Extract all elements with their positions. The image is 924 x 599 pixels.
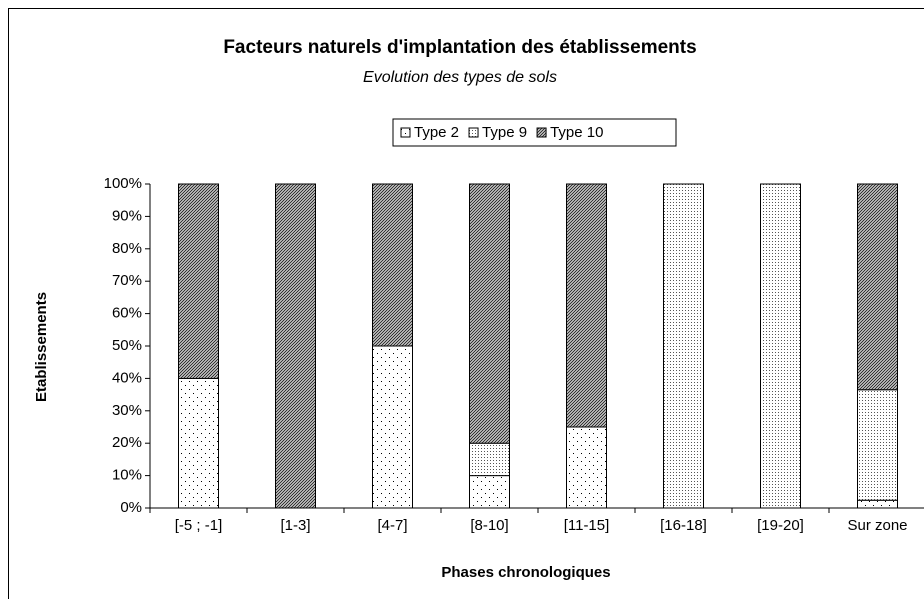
legend-swatch [400, 127, 411, 138]
bar-segment [566, 183, 607, 428]
x-tick-label: Sur zone [847, 517, 907, 534]
bar-segment [663, 183, 704, 509]
bar-segment [372, 183, 413, 347]
y-tick-label: 0% [120, 499, 142, 516]
x-tick-label: [19-20] [757, 517, 804, 534]
y-tick-label: 70% [112, 272, 142, 289]
y-tick-label: 40% [112, 369, 142, 386]
bar-segment [566, 426, 607, 509]
y-tick-label: 90% [112, 207, 142, 224]
bar-segment [469, 475, 510, 509]
bar-segment [469, 183, 510, 444]
y-tick-label: 60% [112, 305, 142, 322]
y-tick-label: 30% [112, 402, 142, 419]
y-tick-label: 10% [112, 467, 142, 484]
legend-swatch [536, 127, 547, 138]
y-tick-label: 20% [112, 434, 142, 451]
y-tick-label: 80% [112, 240, 142, 257]
x-tick-label: [-5 ; -1] [175, 517, 223, 534]
x-tick-label: [1-3] [280, 517, 310, 534]
bar-segment [178, 183, 219, 379]
chart-title: Facteurs naturels d'implantation des éta… [223, 37, 696, 58]
bar-segment [857, 389, 898, 501]
legend-swatch [468, 127, 479, 138]
legend-label: Type 10 [550, 124, 603, 141]
legend-box [392, 118, 677, 147]
legend-label: Type 2 [414, 124, 459, 141]
bar-segment [275, 183, 316, 509]
bar-segment [760, 183, 801, 509]
bar-segment [178, 377, 219, 509]
x-tick-label: [16-18] [660, 517, 707, 534]
bar-segment [857, 183, 898, 391]
y-tick-label: 100% [104, 175, 142, 192]
bar-segment [857, 499, 898, 509]
x-tick-label: [11-15] [564, 517, 610, 534]
y-tick-label: 50% [112, 337, 142, 354]
x-tick-label: [8-10] [470, 517, 508, 534]
x-axis-label: Phases chronologiques [441, 564, 610, 581]
bar-segment [469, 442, 510, 477]
legend-label: Type 9 [482, 124, 527, 141]
y-axis-label: Etablissements [33, 292, 50, 402]
x-tick-label: [4-7] [377, 517, 407, 534]
bar-segment [372, 345, 413, 509]
chart-subtitle: Evolution des types de sols [363, 69, 557, 86]
